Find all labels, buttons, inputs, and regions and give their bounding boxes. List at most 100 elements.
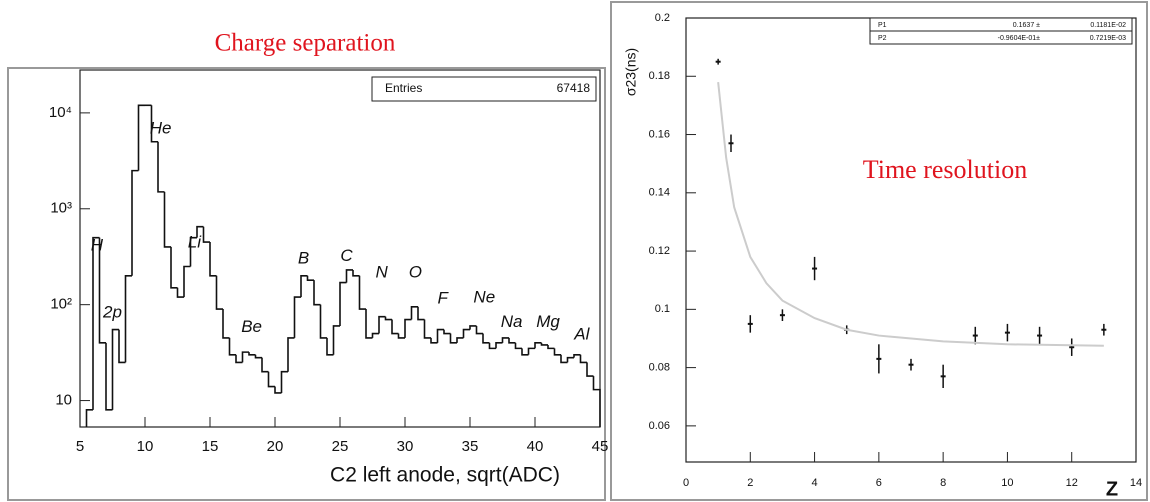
histogram-bin [462,328,470,338]
histogram-bin [560,354,568,364]
stats-value: 67418 [557,81,591,95]
x-tick-label: 20 [267,438,284,455]
histogram-bin [326,337,334,356]
peak-label: Na [501,312,523,331]
data-point [876,357,882,360]
x-tick-label: 6 [876,477,882,489]
stats-text: 0.1637 ± [1013,22,1040,29]
y-tick-label: 0.16 [649,128,670,140]
chart-title: Charge separation [215,30,396,57]
data-point [972,334,978,337]
y-tick-label: 0.08 [649,362,670,374]
histogram-bin [378,315,386,334]
data-point [908,363,914,366]
y-tick-label: 0.14 [649,187,670,199]
histogram-bin [150,105,158,143]
data-point [1004,331,1010,334]
histogram-bin [508,337,516,344]
histogram-bin [202,226,210,243]
histogram-bin [475,325,483,335]
histogram-bin [170,246,178,289]
histogram-bin [118,329,126,364]
histogram-bin [319,304,327,339]
histogram-bin [371,332,379,338]
histogram-bin [131,169,139,276]
histogram-bin [222,309,230,339]
histogram-bin [527,347,535,355]
x-tick-label: 0 [683,477,689,489]
histogram-bin [410,306,418,320]
histogram-bin [137,104,145,171]
histogram-bin [157,141,165,193]
histogram-bin [183,265,191,298]
y-tick-label: 0.12 [649,245,670,257]
histogram-bin [176,287,184,298]
x-tick-label: 14 [1130,477,1142,489]
histogram-bin [196,225,204,238]
data-point [715,60,721,63]
y-tick-label: 10² [50,296,72,313]
data-point [812,267,818,270]
y-tick-label: 0.1 [655,303,670,315]
histogram-bin [469,325,477,330]
data-point [940,375,946,378]
data-point [728,142,734,145]
fit-curve [717,81,1104,347]
histogram-bin [313,280,321,306]
stats-text: 0.1181E-02 [1090,22,1126,29]
data-point [779,314,785,317]
histogram-bin [124,275,132,363]
histogram-bin [280,370,288,393]
peak-label: Be [241,317,262,336]
histogram-bin [579,354,587,364]
peak-label: N [375,262,388,281]
x-tick-label: 30 [397,438,414,455]
x-tick-label: 10 [1001,477,1013,489]
right-panel-frame [610,1,1148,501]
peak-label: Mg [536,312,560,331]
y-tick-label: 10 [55,392,72,409]
x-tick-label: 8 [940,477,946,489]
stats-text: P1 [878,22,887,29]
histogram-bin [482,333,490,344]
x-tick-label: 4 [812,477,818,489]
histogram-bin [92,236,100,410]
stats-label: Entries [385,81,422,95]
peak-label: He [150,118,172,137]
histogram-bin [358,275,366,310]
peak-label: H [91,235,104,254]
peak-label: C [340,246,353,265]
histogram-bin [274,386,282,394]
histogram-bin [521,348,529,356]
peak-label: O [409,262,422,281]
peak-label: 2p [102,302,122,321]
histogram-bin [417,306,425,321]
histogram-bin [306,275,314,281]
histogram-bin [443,329,451,335]
histogram-bin [85,409,93,427]
y-tick-label: 10⁴ [49,104,72,121]
histogram-bin [332,325,340,355]
peak-label: F [438,288,450,307]
histogram-bin [384,316,392,321]
x-tick-label: 40 [527,438,544,455]
histogram-bin [352,269,360,277]
histogram-bin [540,342,548,346]
histogram-bin [456,337,464,343]
histogram-bin [163,191,171,248]
histogram-bin [553,348,561,356]
x-tick-label: 12 [1066,477,1078,489]
histogram-bin [300,275,308,298]
histogram-bin [241,351,249,363]
left-panel-frame [7,67,606,501]
histogram-bin [111,328,119,410]
histogram-bin [98,237,106,344]
histogram-bin [514,342,522,350]
y-tick-label: 0.18 [649,70,670,82]
histogram-bin [293,296,301,338]
histogram-bin [495,342,503,349]
histogram-bin [566,356,574,363]
histogram-bin [430,337,438,344]
histogram-bin [547,344,555,350]
x-tick-label: 45 [592,438,609,455]
